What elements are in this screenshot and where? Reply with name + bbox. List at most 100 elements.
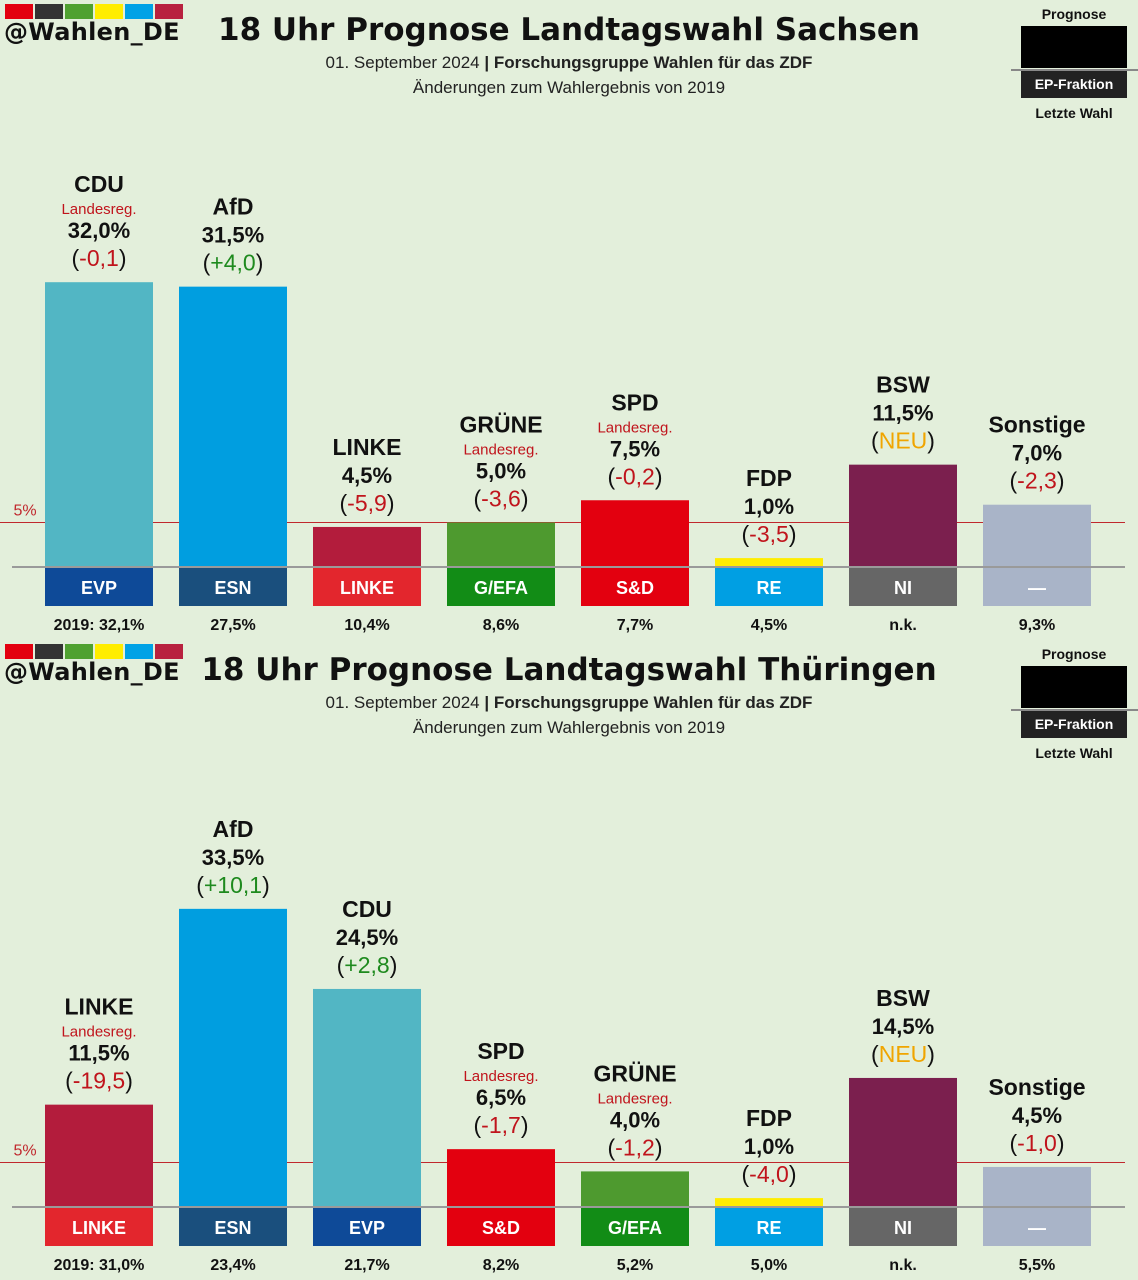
swatch (125, 644, 153, 659)
subtitle-separator: | (484, 53, 490, 72)
value-label: 7,5% (610, 436, 660, 461)
chart-subtitle: 01. September 2024 | Forschungsgruppe Wa… (0, 693, 1138, 713)
bar-grüne (447, 522, 555, 567)
party-label: SPD (611, 389, 658, 415)
ep-box (313, 1207, 421, 1246)
ep-box (849, 567, 957, 606)
bar-spd (581, 500, 689, 567)
government-label: Landesreg. (463, 442, 538, 459)
previous-result-label: 7,7% (617, 617, 653, 634)
ep-label: S&D (616, 578, 654, 598)
ep-box (715, 1207, 823, 1246)
swatch (35, 644, 63, 659)
bar-sonstige (983, 1166, 1091, 1207)
change-label: (+2,8) (337, 952, 398, 978)
ep-box (581, 567, 689, 606)
chart-subtitle-changes: Änderungen zum Wahlergebnis von 2019 (412, 78, 726, 97)
value-label: 6,5% (476, 1085, 526, 1110)
bar-bsw (849, 1077, 957, 1207)
value-label: 32,0% (68, 218, 130, 243)
value-label: 33,5% (202, 845, 264, 870)
ep-label: EVP (349, 1218, 385, 1238)
legend-ep-fraktion: EP-Fraktion (1021, 711, 1127, 738)
swatch (5, 644, 33, 659)
value-label: 11,5% (872, 401, 933, 426)
ep-label: RE (756, 578, 781, 598)
party-label: BSW (876, 985, 930, 1011)
change-label: (-3,5) (742, 521, 797, 547)
ep-box (45, 567, 153, 606)
previous-result-label: 4,5% (751, 617, 787, 634)
value-label: 4,5% (342, 463, 392, 488)
previous-result-label: n.k. (889, 617, 917, 634)
subtitle-source: Forschungsgruppe Wahlen für das ZDF (493, 693, 813, 712)
party-label: Sonstige (988, 412, 1085, 438)
previous-result-label: 8,2% (483, 1257, 519, 1274)
ep-box (447, 1207, 555, 1246)
swatch (65, 4, 93, 19)
value-label: 4,5% (1012, 1103, 1062, 1128)
previous-result-label: 21,7% (344, 1257, 389, 1274)
color-swatches (5, 4, 183, 19)
subtitle-separator: | (484, 693, 490, 712)
legend-prognose-label: Prognose (1041, 6, 1107, 22)
subtitle-date: 01. September 2024 (325, 53, 480, 72)
account-handle: @Wahlen_DE (4, 18, 180, 46)
bar-linke (45, 1104, 153, 1207)
legend-divider (1011, 69, 1138, 71)
change-label: (+4,0) (203, 250, 264, 276)
ep-box (715, 567, 823, 606)
party-label: GRÜNE (459, 412, 542, 438)
ep-box (179, 1207, 287, 1246)
bar-linke (313, 526, 421, 567)
legend-prognose-box (1021, 666, 1127, 708)
previous-result-label: 10,4% (344, 617, 389, 634)
legend-prognose-box (1021, 26, 1127, 68)
ep-label: G/EFA (608, 1218, 662, 1238)
bar-grüne (581, 1171, 689, 1207)
value-label: 11,5% (68, 1041, 129, 1066)
bar-bsw (849, 464, 957, 567)
subtitle-source: Forschungsgruppe Wahlen für das ZDF (493, 53, 813, 72)
chart-subtitle: 01. September 2024 | Forschungsgruppe Wa… (0, 53, 1138, 73)
government-label: Landesreg. (463, 1068, 538, 1085)
party-label: CDU (74, 171, 124, 197)
change-label: (NEU) (871, 1041, 935, 1067)
value-label: 14,5% (872, 1014, 934, 1039)
previous-result-label: 27,5% (210, 617, 255, 634)
ep-label: EVP (81, 578, 117, 598)
legend-divider (1011, 709, 1138, 711)
ep-label: ESN (214, 1218, 251, 1238)
party-label: LINKE (65, 994, 134, 1020)
legend-ep-fraktion: EP-Fraktion (1021, 71, 1127, 98)
bar-cdu (45, 282, 153, 567)
previous-result-label: 23,4% (210, 1257, 255, 1274)
bar-fdp (715, 558, 823, 567)
change-label: (-0,2) (608, 463, 663, 489)
ep-label: G/EFA (474, 578, 528, 598)
chart-subtitle-changes: Änderungen zum Wahlergebnis von 2019 (412, 718, 726, 737)
ep-label: LINKE (72, 1218, 126, 1238)
five-percent-label: 5% (13, 1143, 36, 1160)
ep-box (313, 567, 421, 606)
government-label: Landesreg. (61, 1024, 136, 1041)
account-handle: @Wahlen_DE (4, 658, 180, 686)
legend-letzte-wahl-label: Letzte Wahl (1035, 105, 1113, 121)
swatch (5, 4, 33, 19)
government-label: Landesreg. (597, 1090, 672, 1107)
ep-label: — (1028, 578, 1046, 598)
party-label: SPD (477, 1038, 524, 1064)
ep-box (849, 1207, 957, 1246)
change-label: (-1,0) (1010, 1130, 1065, 1156)
value-label: 5,0% (476, 459, 526, 484)
previous-result-label: 8,6% (483, 617, 519, 634)
value-label: 1,0% (744, 1134, 794, 1159)
subtitle-date: 01. September 2024 (325, 693, 480, 712)
bar-chart-thueringen: 5%(-19,5)11,5%Landesreg.LINKELINKE2019: … (0, 816, 1125, 1274)
ep-label: S&D (482, 1218, 520, 1238)
swatch (125, 4, 153, 19)
previous-result-label: 5,2% (617, 1257, 653, 1274)
ep-box (983, 1207, 1091, 1246)
change-label: (-1,7) (474, 1112, 529, 1138)
